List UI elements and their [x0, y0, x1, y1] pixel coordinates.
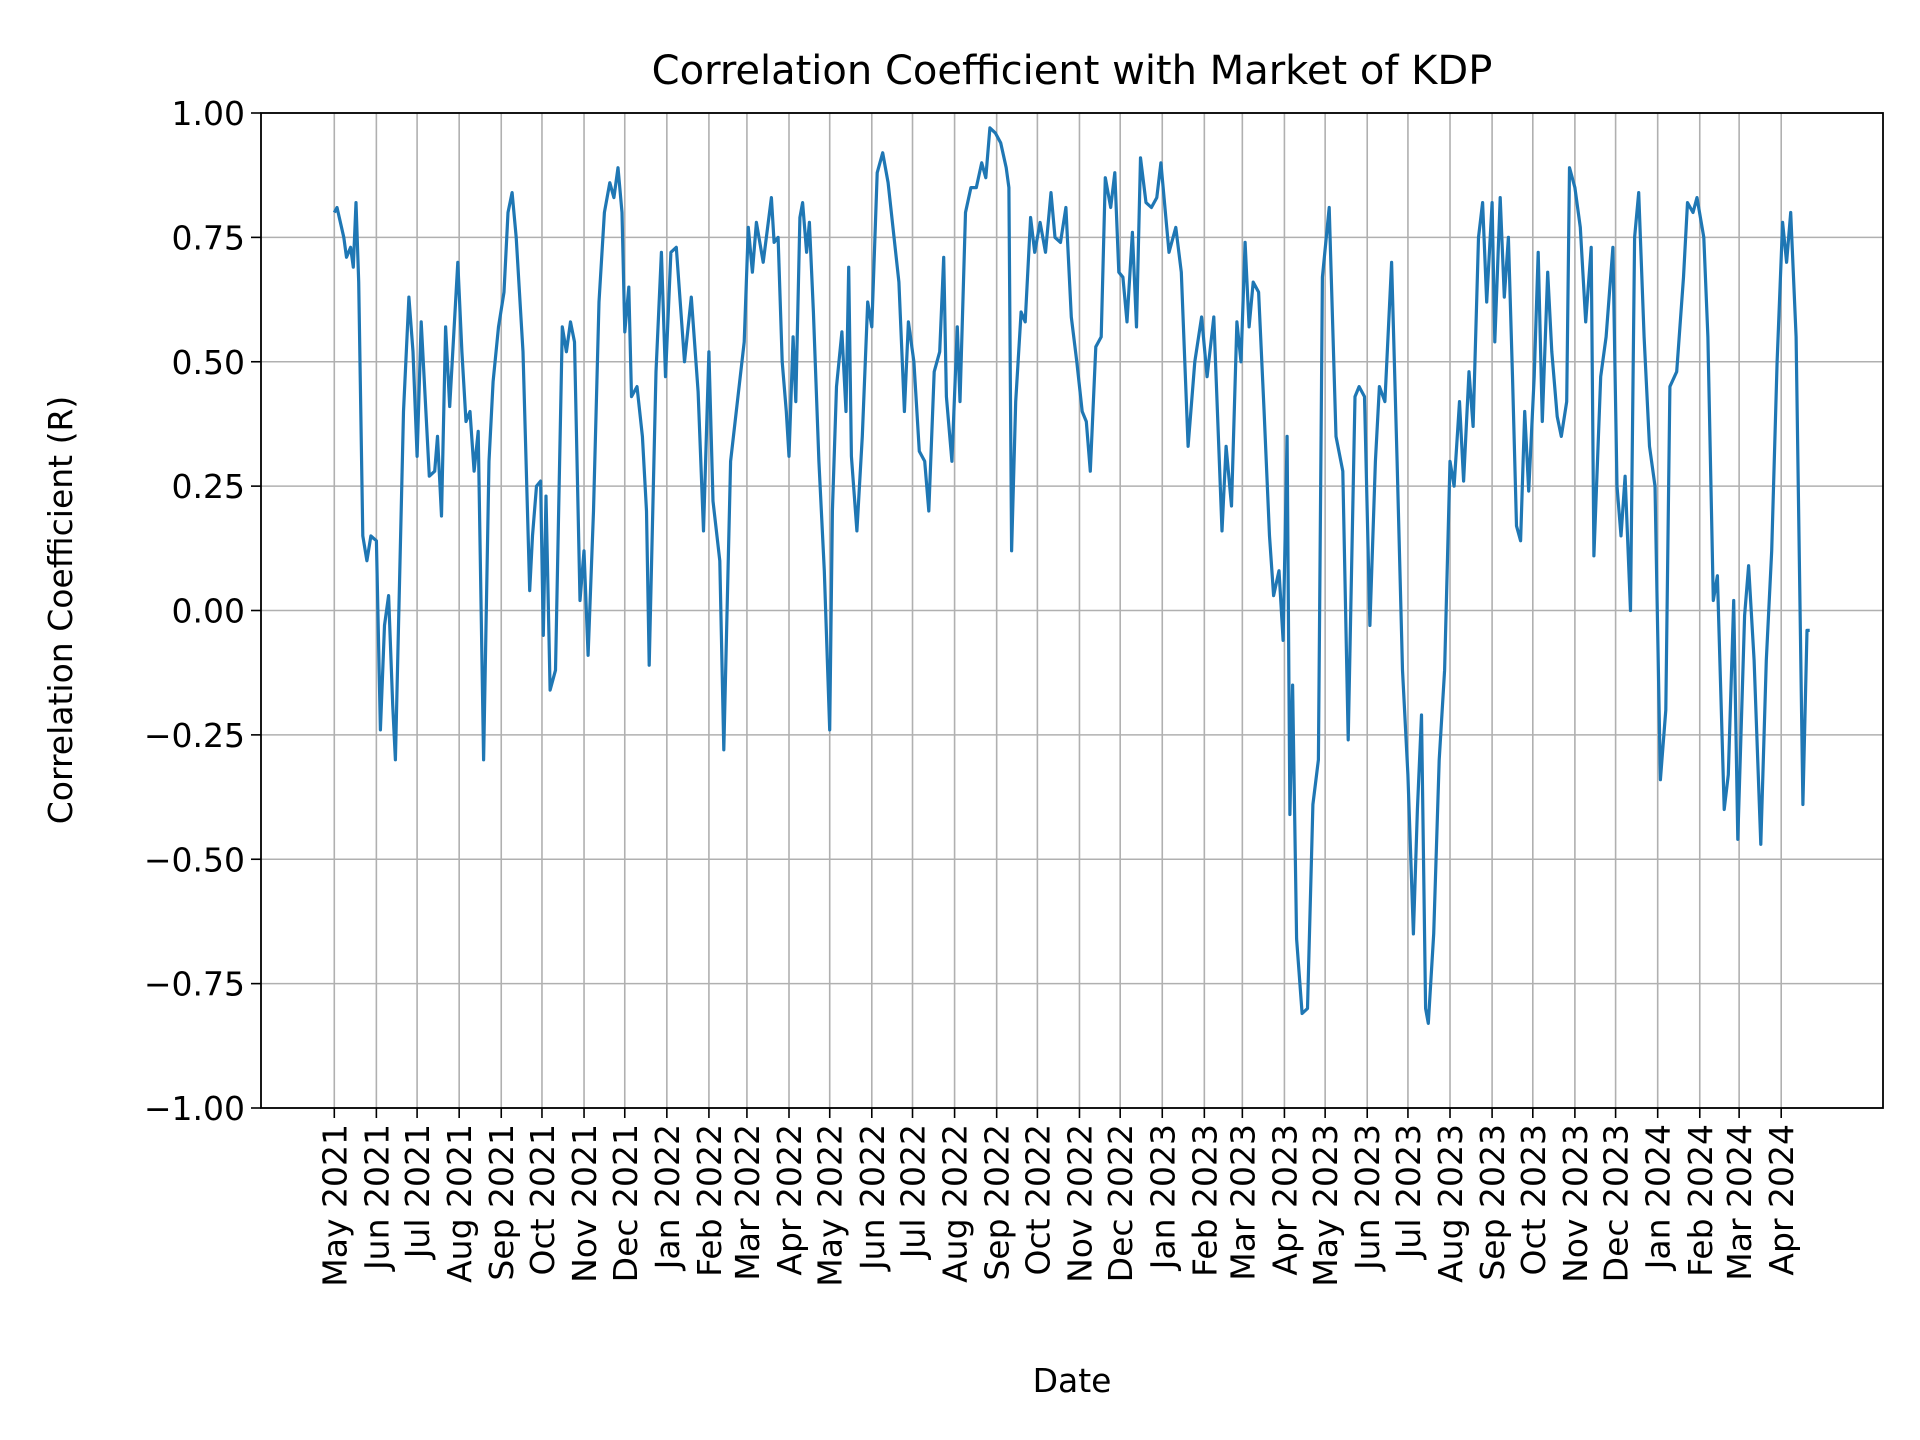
x-tick-label: Feb 2022: [690, 1124, 729, 1277]
x-tick-label: Apr 2023: [1265, 1124, 1304, 1276]
y-tick-label: −0.25: [144, 716, 245, 755]
chart-title: Correlation Coefficient with Market of K…: [652, 48, 1493, 94]
x-tick-label: Dec 2021: [606, 1124, 645, 1282]
y-tick-label: 0.25: [172, 467, 245, 506]
x-tick-label: Nov 2023: [1556, 1124, 1595, 1283]
x-tick-label: Aug 2021: [440, 1124, 479, 1283]
x-tick-label: Aug 2023: [1431, 1124, 1470, 1283]
x-tick-label: Sep 2023: [1473, 1124, 1512, 1281]
x-tick-label: Mar 2022: [728, 1124, 767, 1281]
x-tick-label: Mar 2023: [1223, 1124, 1262, 1281]
y-axis-label: Correlation Coefficient (R): [41, 396, 80, 825]
x-tick-label: Oct 2023: [1514, 1124, 1553, 1276]
series-group: [332, 126, 1810, 1025]
x-tick-label: Jul 2022: [894, 1124, 933, 1260]
x-tick-label: Jul 2021: [398, 1124, 437, 1260]
x-tick-label: May 2023: [1306, 1124, 1345, 1287]
x-axis-label: Date: [1033, 1361, 1112, 1400]
y-tick-label: −0.50: [144, 840, 245, 879]
x-tick-label: Aug 2022: [936, 1124, 975, 1283]
x-tick-label: Oct 2021: [523, 1124, 562, 1276]
x-tick-label: Nov 2021: [565, 1124, 604, 1283]
x-tick-label: May 2021: [315, 1124, 354, 1287]
x-tick-label: Nov 2022: [1060, 1124, 1099, 1283]
x-tick-label: May 2022: [811, 1124, 850, 1287]
x-tick-label: Jan 2024: [1639, 1124, 1678, 1271]
x-axis: May 2021 Jun 2021 Jul 2021 Aug 2021 Sep 2021…: [315, 1108, 1801, 1287]
x-tick-label: Jun 2023: [1348, 1124, 1387, 1272]
series-line: [332, 126, 1810, 1025]
y-tick-label: 0.00: [172, 592, 245, 631]
x-tick-label: Apr 2022: [770, 1124, 809, 1276]
x-tick-label: Dec 2022: [1101, 1124, 1140, 1282]
x-tick-label: Sep 2022: [978, 1124, 1017, 1281]
x-tick-label: Jun 2021: [357, 1124, 396, 1272]
y-tick-label: 1.00: [172, 94, 245, 133]
x-tick-label: Oct 2022: [1018, 1124, 1057, 1276]
y-axis: −1.00 −0.75 −0.50 −0.25 0.00 0.25 0.50 0.75 1.00: [144, 94, 261, 1128]
x-tick-label: Feb 2023: [1185, 1124, 1224, 1277]
y-tick-label: −1.00: [144, 1089, 245, 1128]
x-tick-label: Jun 2022: [853, 1124, 892, 1272]
x-tick-label: Dec 2023: [1597, 1124, 1636, 1282]
y-tick-label: −0.75: [144, 965, 245, 1004]
x-tick-label: Feb 2024: [1681, 1124, 1720, 1277]
x-tick-label: Apr 2024: [1762, 1124, 1801, 1276]
y-tick-label: 0.75: [172, 218, 245, 257]
x-tick-label: Jul 2023: [1389, 1124, 1428, 1260]
x-tick-label: Sep 2021: [482, 1124, 521, 1281]
x-tick-label: Jan 2022: [648, 1124, 687, 1271]
y-tick-label: 0.50: [172, 343, 245, 382]
x-tick-label: Jan 2023: [1143, 1124, 1182, 1271]
x-tick-label: Mar 2024: [1720, 1124, 1759, 1281]
